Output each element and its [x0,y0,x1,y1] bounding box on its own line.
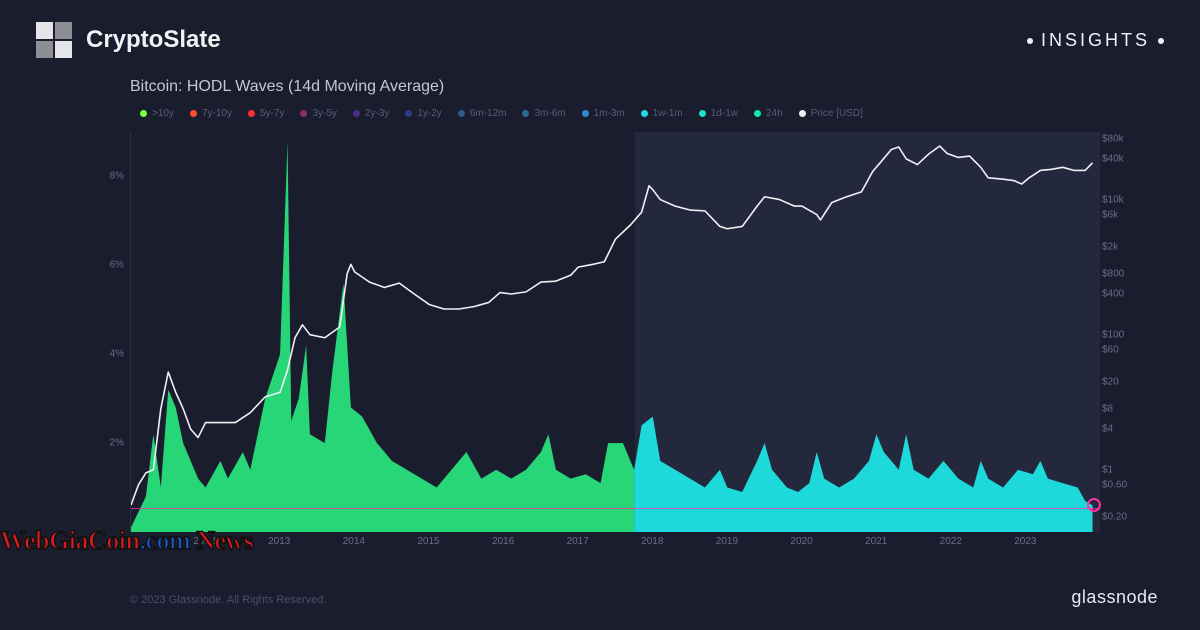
legend-label: 24h [766,108,783,119]
x-tick: 2023 [1014,536,1036,547]
legend-dot-icon [458,110,465,117]
legend-label: 1m-3m [594,108,625,119]
legend-dot-icon [190,110,197,117]
legend-dot-icon [582,110,589,117]
y-right-tick: $40k [1102,153,1124,164]
x-tick: 2019 [716,536,738,547]
y-left-tick: 2% [110,438,124,449]
y-right-tick: $400 [1102,289,1124,300]
legend-item: 3y-5y [300,108,336,119]
legend-dot-icon [353,110,360,117]
x-tick: 2014 [343,536,365,547]
watermark-part-c: News [190,526,253,555]
price-line-layer [131,132,1100,532]
y-right-tick: $4 [1102,424,1113,435]
y-right-tick: $80k [1102,133,1124,144]
x-tick: 2018 [641,536,663,547]
legend-dot-icon [248,110,255,117]
legend-item: 1d-1w [699,108,738,119]
glassnode-label: glassnode [1071,587,1158,608]
y-right-tick: $6k [1102,209,1118,220]
legend-item: Price [USD] [799,108,863,119]
y-right-tick: $0.60 [1102,479,1127,490]
chart-title: Bitcoin: HODL Waves (14d Moving Average) [130,78,444,96]
legend-item: 6m-12m [458,108,507,119]
y-right-tick: $20 [1102,376,1119,387]
legend-item: 1w-1m [641,108,683,119]
legend-item: 1y-2y [405,108,441,119]
legend-label: 1d-1w [711,108,738,119]
y-left-tick: 6% [110,260,124,271]
x-tick: 2020 [790,536,812,547]
brand-name: CryptoSlate [86,26,221,54]
brand-logo-icon [36,22,72,58]
insights-label: INSIGHTS [1027,30,1164,51]
legend-label: 3m-6m [534,108,565,119]
legend-dot-icon [799,110,806,117]
legend-label: >10y [152,108,174,119]
legend-label: 1w-1m [653,108,683,119]
legend-label: Price [USD] [811,108,863,119]
chart-legend: >10y 7y-10y 5y-7y 3y-5y 2y-3y 1y-2y 6m-12m 3m-6… [140,108,1090,119]
legend-item: 2y-3y [353,108,389,119]
x-tick: 2022 [940,536,962,547]
legend-item: 7y-10y [190,108,232,119]
x-tick: 2017 [567,536,589,547]
legend-item: 24h [754,108,783,119]
legend-dot-icon [699,110,706,117]
chart-plot [130,132,1100,532]
legend-item: 5y-7y [248,108,284,119]
legend-label: 7y-10y [202,108,232,119]
y-right-tick: $0.20 [1102,512,1127,523]
x-tick: 2015 [417,536,439,547]
y-right-tick: $1 [1102,464,1113,475]
legend-item: 1m-3m [582,108,625,119]
watermark-part-a: WebGiaCoin [0,526,139,555]
legend-label: 2y-3y [365,108,389,119]
baseline [131,508,1100,509]
legend-label: 5y-7y [260,108,284,119]
legend-dot-icon [641,110,648,117]
legend-label: 1y-2y [417,108,441,119]
x-tick: 2013 [268,536,290,547]
legend-dot-icon [405,110,412,117]
legend-dot-icon [300,110,307,117]
price-line [131,146,1093,505]
header: CryptoSlate [36,22,221,58]
y-axis-right: $0.20 $0.60 $1 $4 $8 $20 $60 $100 $400 $800 $2k $6k… [1102,132,1158,532]
y-left-tick: 8% [110,171,124,182]
end-marker-icon [1087,498,1101,512]
y-right-tick: $100 [1102,329,1124,340]
legend-item: 3m-6m [522,108,565,119]
legend-label: 6m-12m [470,108,507,119]
x-tick: 2016 [492,536,514,547]
chart: >10y 7y-10y 5y-7y 3y-5y 2y-3y 1y-2y 6m-12m 3m-6… [100,108,1130,548]
y-right-tick: $2k [1102,241,1118,252]
legend-dot-icon [754,110,761,117]
x-axis: 2012201320142015201620172018201920202021… [130,534,1100,552]
y-right-tick: $10k [1102,194,1124,205]
y-left-tick: 4% [110,349,124,360]
legend-item: >10y [140,108,174,119]
y-right-tick: $60 [1102,344,1119,355]
y-right-tick: $800 [1102,268,1124,279]
watermark: WebGiaCoin.com News [0,526,253,556]
copyright-text: © 2023 Glassnode. All Rights Reserved. [130,594,326,606]
legend-dot-icon [140,110,147,117]
legend-dot-icon [522,110,529,117]
y-axis-left: 2% 4% 6% 8% [100,132,130,532]
watermark-part-b: .com [139,526,190,555]
x-tick: 2021 [865,536,887,547]
legend-label: 3y-5y [312,108,336,119]
y-right-tick: $8 [1102,403,1113,414]
